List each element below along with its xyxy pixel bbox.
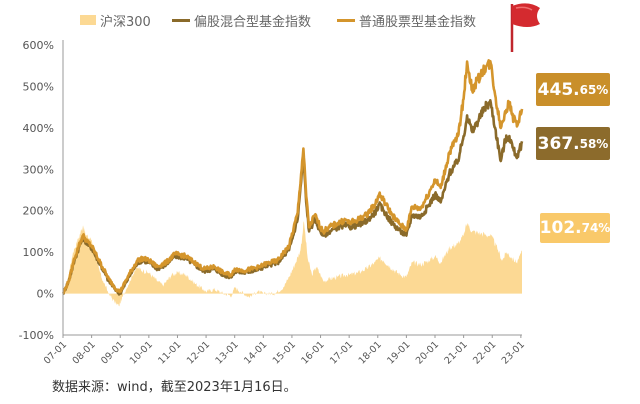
series-line-stock-fund	[61, 59, 524, 295]
y-tick-label: 500%	[23, 80, 54, 93]
legend-label: 偏股混合型基金指数	[194, 14, 312, 30]
end-value-minor: 65%	[579, 82, 609, 97]
legend-swatch	[337, 18, 355, 22]
x-tick-label: 08-01	[70, 339, 97, 366]
y-tick-label: 600%	[23, 39, 54, 52]
legend-item: 偏股混合型基金指数	[172, 10, 311, 30]
y-tick-label: 300%	[23, 163, 54, 176]
legend-item: 普通股票型基金指数	[337, 10, 476, 30]
end-value-major: 367.	[537, 133, 580, 154]
x-tick-label: 09-01	[99, 339, 126, 366]
x-tick-label: 23-01	[500, 339, 527, 366]
y-tick-label: 400%	[23, 122, 54, 135]
x-tick-label: 10-01	[128, 339, 155, 366]
x-tick-label: 21-01	[442, 339, 469, 366]
end-value-minor: 58%	[579, 136, 609, 151]
y-tick-label: 200%	[23, 205, 54, 218]
x-tick-label: 19-01	[385, 339, 412, 366]
end-value-badge: 445. 65%	[536, 73, 610, 106]
legend-label: 沪深300	[100, 14, 151, 30]
x-tick-label: 22-01	[471, 339, 498, 366]
x-tick-label: 14-01	[242, 339, 269, 366]
y-tick-label: -100%	[19, 329, 54, 342]
end-value-major: 102.	[539, 218, 582, 238]
x-tick-label: 16-01	[299, 339, 326, 366]
x-tick-label: 20-01	[414, 339, 441, 366]
x-tick-label: 11-01	[156, 339, 183, 366]
legend-swatch	[80, 15, 96, 25]
data-source-note: 数据来源：wind，截至2023年1月16日。	[52, 380, 297, 395]
x-tick-label: 12-01	[185, 339, 212, 366]
x-tick-label: 18-01	[357, 339, 384, 366]
red-flag-icon	[510, 3, 540, 52]
x-tick-label: 07-01	[42, 339, 69, 366]
end-value-major: 445.	[537, 79, 580, 100]
legend-swatch	[172, 18, 190, 22]
x-tick-label: 15-01	[271, 339, 298, 366]
legend-label: 普通股票型基金指数	[359, 14, 477, 30]
y-tick-label: 0%	[37, 288, 54, 301]
end-value-badge: 102. 74%	[540, 213, 610, 243]
x-tick-label: 17-01	[328, 339, 355, 366]
series-area-hs300	[63, 221, 522, 307]
y-tick-label: 100%	[23, 246, 54, 259]
end-value-badge: 367. 58%	[536, 127, 610, 160]
end-value-minor: 74%	[581, 221, 611, 235]
legend-item: 沪深300	[80, 10, 151, 30]
x-tick-label: 13-01	[214, 339, 241, 366]
